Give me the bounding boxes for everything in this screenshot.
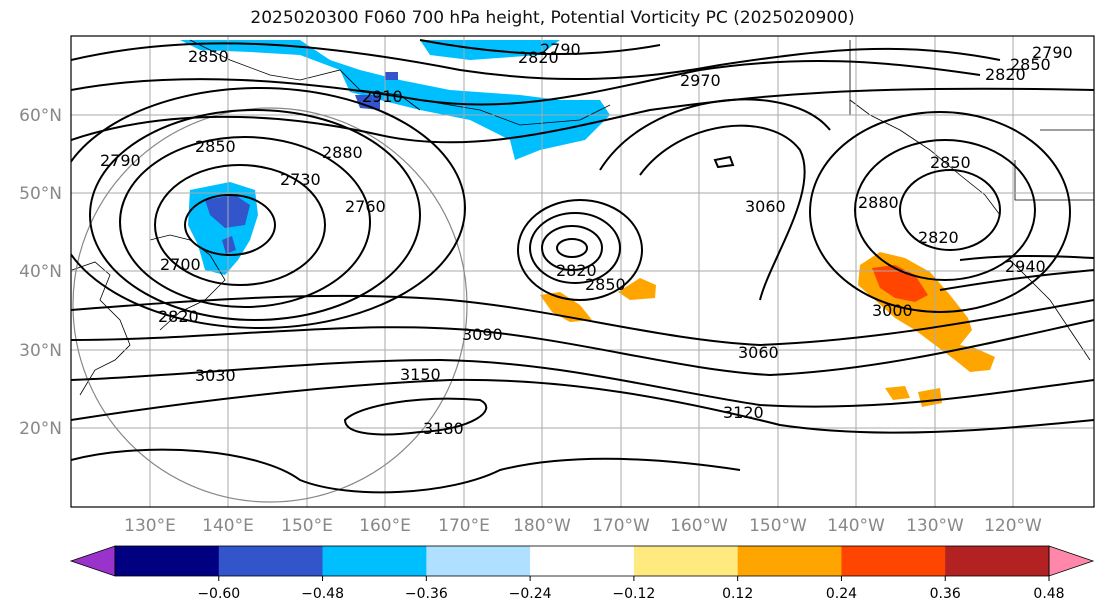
contour-label: 2880 (858, 193, 899, 212)
contour-label: 3060 (738, 343, 779, 362)
contour-label: 2760 (345, 197, 386, 216)
lon-label: 160°E (359, 516, 411, 536)
latitude-labels: 60°N 50°N 40°N 30°N 20°N (19, 106, 62, 439)
colorbar-segment (633, 546, 739, 576)
colorbar-tick-label: 0.24 (826, 586, 857, 601)
contour-label: 2850 (195, 137, 236, 156)
lon-label: 150°W (749, 516, 807, 536)
lat-label: 40°N (19, 262, 62, 282)
lon-label: 120°W (984, 516, 1042, 536)
contour-label: 3000 (872, 301, 913, 320)
lon-label: 180°W (513, 516, 571, 536)
colorbar-segment (322, 546, 427, 576)
lat-label: 30°N (19, 341, 62, 361)
map-title: 2025020300 F060 700 hPa height, Potentia… (250, 8, 855, 28)
colorbar-tick-label: 0.48 (1033, 586, 1064, 601)
contour-label: 2820 (158, 307, 199, 326)
contour-labels: 2850 2790 2820 2970 2910 2850 2880 2790 … (100, 40, 1073, 438)
lon-label: 140°W (827, 516, 885, 536)
range-circle (72, 107, 468, 503)
colorbar-tick-label: −0.48 (301, 586, 344, 601)
colorbar-tick-label: −0.60 (197, 586, 240, 601)
contour-label: 2970 (680, 71, 721, 90)
lon-label: 160°W (670, 516, 728, 536)
graticule (71, 36, 1094, 507)
colorbar-tick-label: −0.12 (612, 586, 655, 601)
lon-label: 130°E (124, 516, 176, 536)
lon-label: 130°W (906, 516, 964, 536)
contour-label: 2820 (918, 228, 959, 247)
colorbar-tick-label: 0.12 (722, 586, 753, 601)
lon-label: 170°W (592, 516, 650, 536)
contour-label: 2850 (1010, 55, 1051, 74)
contour-label: 3120 (723, 403, 764, 422)
contour-label: 2730 (280, 170, 321, 189)
colorbar-tick-label: −0.24 (509, 586, 552, 601)
contour-label: 2850 (585, 275, 626, 294)
contour-label: 2790 (1032, 43, 1073, 62)
contour-label: 2790 (100, 151, 141, 170)
colorbar-segment (945, 546, 1050, 576)
contour-label: 3150 (400, 365, 441, 384)
contour-label: 2940 (1005, 257, 1046, 276)
map-frame (70, 35, 1095, 508)
contour-label: 2910 (362, 87, 403, 106)
lon-label: 170°E (438, 516, 490, 536)
contour-label: 2700 (160, 255, 201, 274)
colorbar-extend-low (69, 545, 116, 577)
colorbar-segment (115, 546, 220, 576)
contour-label: 3180 (423, 419, 464, 438)
colorbar-extend-high (1048, 545, 1095, 577)
contour-label: 2850 (930, 153, 971, 172)
contour-label: 2820 (556, 261, 597, 280)
lat-label: 60°N (19, 106, 62, 126)
contour-label: 3060 (745, 197, 786, 216)
colorbar-segment (218, 546, 324, 576)
colorbar-outline (114, 545, 1050, 577)
map-content: 2850 2790 2820 2970 2910 2850 2880 2790 … (71, 36, 1094, 507)
colorbar-tick-label: −0.36 (405, 586, 448, 601)
contour-label: 3090 (462, 325, 503, 344)
contour-label: 2820 (518, 48, 559, 67)
colorbar-segment (841, 546, 946, 576)
contour-label: 2820 (985, 65, 1026, 84)
lat-label: 50°N (19, 184, 62, 204)
colorbar-segment (737, 546, 842, 576)
lat-label: 20°N (19, 419, 62, 439)
contour-label: 2790 (540, 40, 581, 59)
height-contours (71, 39, 1094, 494)
contour-label: 3030 (195, 366, 236, 385)
contour-label: 2850 (188, 47, 229, 66)
lon-label: 140°E (202, 516, 254, 536)
colorbar: −0.60 −0.48 −0.36 −0.24 −0.12 0.12 0.24 0.36 0.4… (69, 545, 1095, 601)
lon-label: 150°E (281, 516, 333, 536)
colorbar-segment (426, 546, 531, 576)
colorbar-tick-label: 0.36 (930, 586, 961, 601)
colorbar-segment (530, 546, 635, 576)
contour-label: 2880 (322, 143, 363, 162)
longitude-labels: 130°E 140°E 150°E 160°E 170°E 180°W 170°… (124, 516, 1042, 536)
